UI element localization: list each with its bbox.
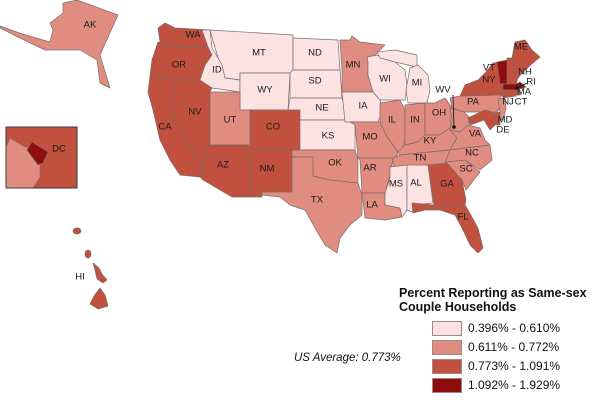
label-NE: NE (315, 103, 328, 114)
legend-swatch (432, 339, 462, 355)
legend-item: 0.773% - 1.091% (432, 357, 560, 375)
state-WA[interactable] (157, 22, 211, 48)
us-average-note: US Average: 0.773% (294, 352, 401, 364)
state-AK[interactable] (0, 0, 119, 89)
legend-label: 0.611% - 0.772% (468, 340, 560, 354)
label-OK: OK (328, 158, 342, 169)
legend-title-line2: Couple Households (399, 300, 517, 314)
label-DC: DC (52, 144, 66, 155)
ri-leader-dot (515, 86, 519, 90)
legend-item: 1.092% - 1.929% (432, 376, 560, 394)
label-SD: SD (308, 76, 321, 87)
label-RI: RI (526, 77, 536, 88)
label-KS: KS (322, 131, 335, 142)
legend-item: 0.611% - 0.772% (432, 338, 559, 356)
label-ID: ID (212, 65, 222, 76)
label-VT: VT (483, 63, 495, 74)
label-DE: DE (496, 125, 509, 136)
label-WI: WI (379, 74, 391, 85)
label-FL: FL (457, 212, 468, 223)
state-CT[interactable] (502, 89, 517, 99)
dc-inset-frame (5, 126, 78, 189)
legend-label: 0.396% - 0.610% (468, 321, 561, 335)
label-NV: NV (188, 107, 202, 118)
label-CO: CO (266, 122, 280, 133)
legend-swatch (432, 358, 462, 374)
label-GA: GA (440, 179, 454, 190)
legend-title-line1: Percent Reporting as Same-sex (399, 286, 587, 300)
label-PA: PA (467, 97, 480, 108)
hi-island (72, 227, 82, 235)
dc-inset (5, 126, 78, 189)
legend-label: 1.092% - 1.929% (468, 378, 561, 392)
label-IN: IN (410, 115, 420, 126)
label-SC: SC (459, 164, 472, 175)
state-ME[interactable] (511, 39, 541, 79)
label-CA: CA (158, 122, 172, 133)
state-MI-lower[interactable] (405, 64, 431, 104)
label-ND: ND (308, 48, 322, 59)
wv-leader-dot (452, 125, 456, 129)
label-TN: TN (414, 153, 427, 164)
hi-island (89, 287, 109, 310)
state-NH[interactable] (506, 57, 519, 85)
label-NM: NM (260, 164, 275, 175)
hi-island (84, 249, 92, 259)
label-WA: WA (186, 30, 202, 41)
label-MT: MT (252, 48, 266, 59)
label-KY: KY (424, 136, 437, 147)
legend-swatch (432, 320, 462, 336)
label-AL: AL (410, 178, 422, 189)
label-AZ: AZ (217, 160, 229, 171)
label-IL: IL (388, 115, 396, 126)
state-MD[interactable] (467, 109, 496, 131)
label-WY: WY (257, 85, 273, 96)
label-MA: MA (517, 87, 532, 98)
map-legend: Percent Reporting as Same-sex Couple Hou… (399, 286, 599, 393)
label-TX: TX (311, 195, 324, 206)
label-MN: MN (346, 60, 361, 71)
label-NC: NC (465, 148, 479, 159)
label-OR: OR (172, 60, 186, 71)
state-DE[interactable] (494, 111, 501, 126)
state-AZ[interactable] (199, 144, 251, 198)
legend-swatch (432, 377, 462, 393)
label-OH: OH (432, 108, 446, 119)
label-AR: AR (363, 163, 376, 174)
label-MO: MO (362, 132, 377, 143)
ri-leader-line (516, 82, 528, 89)
label-NH: NH (518, 67, 532, 78)
label-NJ: NJ (502, 97, 514, 108)
state-DC[interactable] (26, 141, 49, 166)
label-MI: MI (412, 78, 423, 89)
wv-leader-line (452, 94, 455, 128)
label-LA: LA (366, 200, 378, 211)
label-CT: CT (515, 97, 528, 108)
label-NY: NY (482, 75, 496, 86)
label-MD: MD (498, 115, 513, 126)
hi-island (92, 262, 108, 284)
label-IA: IA (359, 101, 369, 112)
state-HI[interactable] (72, 227, 109, 310)
state-KS[interactable] (299, 119, 356, 151)
label-HI: HI (75, 272, 85, 283)
label-AK: AK (84, 20, 97, 31)
label-UT: UT (224, 115, 237, 126)
label-ME: ME (514, 42, 528, 53)
legend-label: 0.773% - 1.091% (468, 359, 561, 373)
legend-item: 0.396% - 0.610% (432, 319, 560, 337)
label-VA: VA (469, 129, 482, 140)
state-TX[interactable] (261, 156, 363, 254)
label-WV: WV (435, 85, 451, 96)
state-FL[interactable] (411, 202, 484, 254)
label-MS: MS (389, 179, 403, 190)
